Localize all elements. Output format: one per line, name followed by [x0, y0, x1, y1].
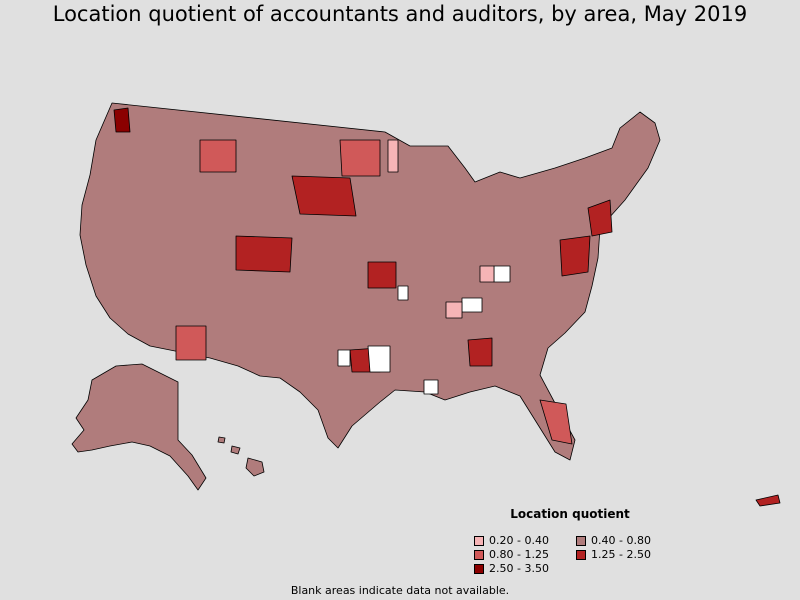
low-lq-kentucky: [479, 265, 495, 283]
legend-label: 1.25 - 2.50: [591, 548, 651, 561]
washington-region: [113, 107, 131, 133]
legend-item: 0.80 - 1.25: [474, 548, 549, 561]
kansas-missouri-region: [367, 261, 397, 289]
no-data-kentucky: [493, 265, 511, 283]
low-lq-tennessee: [445, 301, 463, 319]
no-data-missouri: [397, 285, 409, 301]
colorado-region: [235, 235, 293, 273]
no-data-mississippi: [423, 379, 439, 395]
montana-region: [199, 139, 237, 173]
virginia-region: [559, 235, 591, 277]
legend-title: Location quotient: [510, 507, 630, 521]
legend-label: 0.40 - 0.80: [591, 534, 651, 547]
legend-swatch: [576, 535, 586, 546]
legend-item: 0.20 - 0.40: [474, 534, 549, 547]
legend-swatch: [474, 563, 484, 574]
florida-region: [539, 399, 573, 445]
legend-label: 0.20 - 0.40: [489, 534, 549, 547]
hawaii: [245, 457, 265, 477]
no-data-texas-east: [367, 345, 391, 373]
legend-label: 2.50 - 3.50: [489, 562, 549, 575]
north-dakota-region: [291, 175, 357, 217]
alaska: [71, 363, 207, 491]
legend-swatch: [576, 549, 586, 560]
hawaii-maui: [230, 445, 241, 455]
georgia-region: [467, 337, 493, 367]
legend-item: 1.25 - 2.50: [576, 548, 651, 561]
northeast-corridor: [587, 199, 613, 237]
no-data-texas-west: [337, 349, 351, 367]
no-data-tennessee: [461, 297, 483, 313]
arizona-region: [175, 325, 207, 361]
legend-item: 0.40 - 0.80: [576, 534, 651, 547]
hawaii-oahu: [217, 436, 226, 444]
legend-swatch: [474, 535, 484, 546]
legend-label: 0.80 - 1.25: [489, 548, 549, 561]
legend-item: 2.50 - 3.50: [474, 562, 549, 575]
minnesota-region: [339, 139, 381, 177]
legend-swatch: [474, 549, 484, 560]
footnote: Blank areas indicate data not available.: [290, 584, 510, 597]
map-title: Location quotient of accountants and aud…: [52, 2, 748, 26]
low-lq-minnesota: [387, 139, 399, 173]
puerto-rico: [755, 494, 781, 507]
